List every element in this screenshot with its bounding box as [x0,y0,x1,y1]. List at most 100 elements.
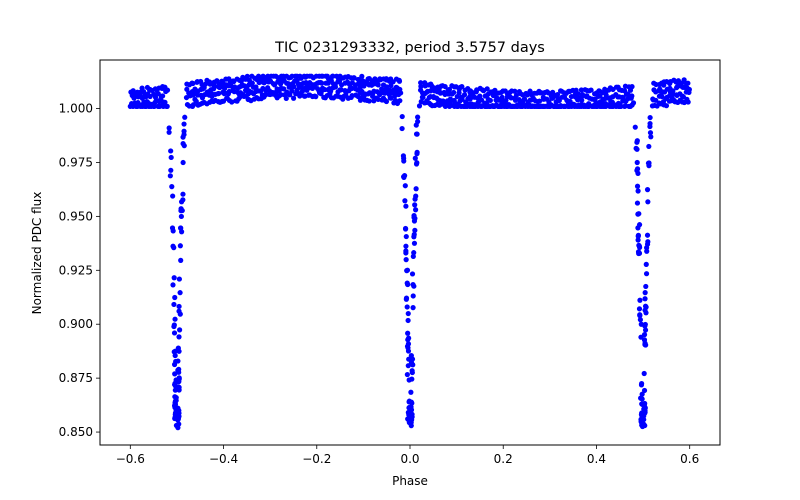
data-point [397,86,403,93]
chart-title: TIC 0231293332, period 3.5757 days [274,40,545,56]
data-point [634,146,640,152]
data-point [403,243,409,249]
data-point [536,98,543,104]
data-point [493,102,499,108]
x-tick-label: −0.6 [116,452,145,466]
data-point [641,370,647,377]
data-point [399,113,405,120]
data-points [127,73,692,431]
data-point [409,356,416,362]
data-point [387,87,393,93]
data-point [404,267,411,273]
data-point [636,306,643,312]
data-point [180,159,186,166]
data-point [171,349,177,355]
data-point [639,391,645,397]
data-point [643,283,649,290]
data-point [622,88,628,94]
data-point [550,89,556,95]
data-point [575,91,581,97]
data-point [478,97,485,103]
data-point [642,321,648,328]
data-point [299,88,306,94]
data-point [670,88,676,94]
data-point [484,86,490,92]
data-point [180,134,186,140]
data-point [410,362,416,368]
data-point [319,80,325,86]
data-point [648,134,654,140]
data-point [400,153,407,159]
data-point [177,243,183,249]
data-point [411,240,418,246]
data-point [487,97,493,104]
data-point [636,211,642,217]
data-point [418,83,424,89]
data-point [176,379,182,385]
data-point [401,158,407,164]
data-point [404,343,411,349]
data-point [168,148,174,154]
data-point [644,187,651,193]
y-tick-label: 0.925 [59,263,93,277]
data-point [512,88,518,94]
data-point [171,301,177,308]
data-point [415,114,421,120]
data-point [351,75,357,81]
data-point [642,422,648,429]
data-point [659,93,665,100]
data-point [642,409,648,415]
x-tick-label: 0.2 [494,452,513,466]
data-point [176,407,182,414]
data-point [403,257,409,263]
data-point [405,330,411,336]
data-point [642,405,648,411]
data-point [176,303,182,310]
data-point [629,84,635,90]
data-point [172,382,178,388]
data-point [643,271,650,277]
data-point [409,376,415,382]
data-point [176,334,182,340]
data-point [413,122,419,128]
data-point [384,84,390,90]
data-point [642,290,648,296]
data-point [413,161,420,167]
data-point [645,199,651,205]
data-point [578,87,585,93]
data-point [646,143,652,150]
data-point [642,307,648,313]
data-point [642,327,649,333]
data-point [412,202,418,208]
data-point [637,317,644,323]
data-point [240,92,246,98]
data-point [405,310,411,317]
data-point [442,83,448,90]
x-tick-label: 0.6 [680,452,699,466]
data-point [554,91,561,98]
data-point [685,99,691,105]
y-axis-ticks: 0.850 0.875 0.900 0.925 0.950 0.975 1.000 [59,102,100,439]
data-point [289,88,295,94]
data-point [283,95,289,102]
data-point [246,77,253,83]
data-point [176,348,182,354]
data-point [519,103,525,109]
data-point [645,160,652,166]
data-point [408,407,414,413]
data-point [636,243,643,249]
y-tick-label: 0.950 [59,209,93,223]
data-point [681,77,687,83]
data-point [325,76,332,82]
data-point [171,245,177,251]
data-point [420,94,426,100]
data-point [408,399,414,405]
data-point [416,103,423,109]
data-point [410,305,416,311]
data-point [164,87,171,93]
x-tick-label: −0.2 [302,452,331,466]
data-point [164,103,170,109]
data-point [641,332,648,338]
data-point [166,125,172,131]
